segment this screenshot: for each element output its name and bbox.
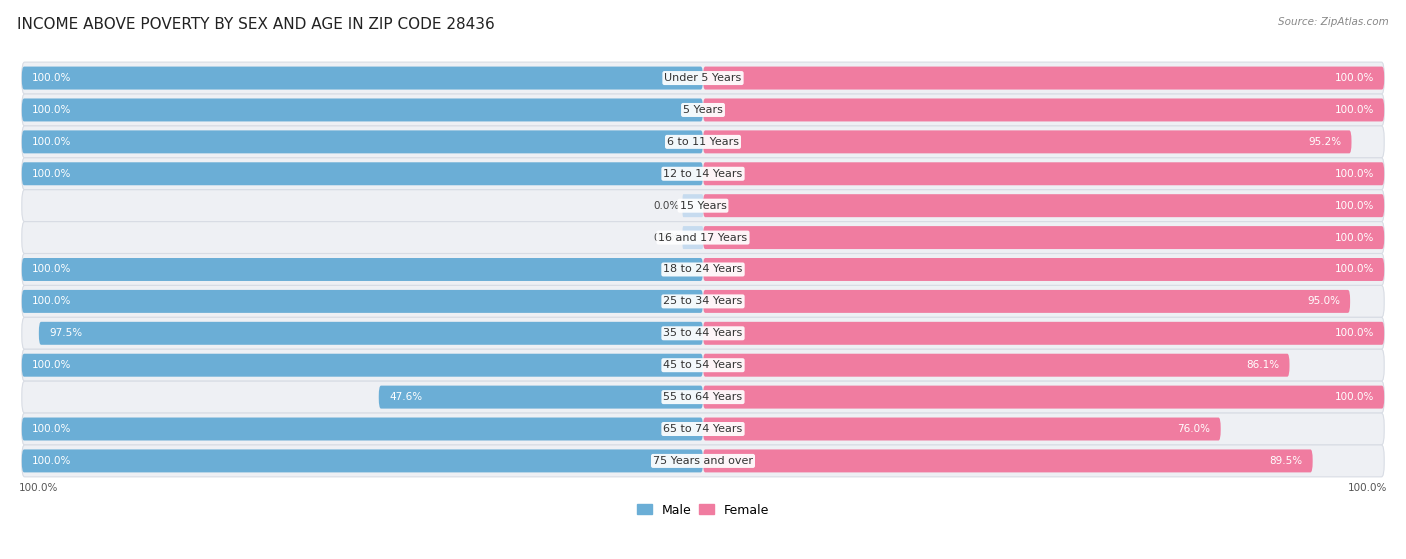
Text: 45 to 54 Years: 45 to 54 Years <box>664 360 742 370</box>
Text: 55 to 64 Years: 55 to 64 Years <box>664 392 742 402</box>
FancyBboxPatch shape <box>22 449 703 472</box>
FancyBboxPatch shape <box>703 67 1384 89</box>
FancyBboxPatch shape <box>703 226 1384 249</box>
Text: 95.2%: 95.2% <box>1308 137 1341 147</box>
FancyBboxPatch shape <box>22 318 1384 349</box>
Text: 47.6%: 47.6% <box>389 392 422 402</box>
FancyBboxPatch shape <box>703 418 1220 440</box>
Text: 100.0%: 100.0% <box>1334 169 1374 179</box>
FancyBboxPatch shape <box>22 381 1384 413</box>
FancyBboxPatch shape <box>22 418 703 440</box>
FancyBboxPatch shape <box>22 67 703 89</box>
Text: 100.0%: 100.0% <box>1334 201 1374 211</box>
FancyBboxPatch shape <box>22 290 703 313</box>
Text: 100.0%: 100.0% <box>1334 264 1374 274</box>
Text: 89.5%: 89.5% <box>1270 456 1302 466</box>
FancyBboxPatch shape <box>378 386 703 409</box>
FancyBboxPatch shape <box>22 162 703 185</box>
Text: Source: ZipAtlas.com: Source: ZipAtlas.com <box>1278 17 1389 27</box>
Text: 95.0%: 95.0% <box>1308 296 1340 306</box>
Text: 0.0%: 0.0% <box>652 233 679 243</box>
Text: Under 5 Years: Under 5 Years <box>665 73 741 83</box>
FancyBboxPatch shape <box>703 98 1384 121</box>
FancyBboxPatch shape <box>703 194 1384 217</box>
FancyBboxPatch shape <box>703 258 1384 281</box>
FancyBboxPatch shape <box>22 258 703 281</box>
Text: 100.0%: 100.0% <box>1334 392 1374 402</box>
Text: 35 to 44 Years: 35 to 44 Years <box>664 328 742 338</box>
Text: 65 to 74 Years: 65 to 74 Years <box>664 424 742 434</box>
FancyBboxPatch shape <box>22 413 1384 445</box>
FancyBboxPatch shape <box>703 449 1313 472</box>
FancyBboxPatch shape <box>22 62 1384 94</box>
Text: 16 and 17 Years: 16 and 17 Years <box>658 233 748 243</box>
FancyBboxPatch shape <box>22 254 1384 286</box>
FancyBboxPatch shape <box>22 158 1384 190</box>
Text: 100.0%: 100.0% <box>1334 328 1374 338</box>
Text: 97.5%: 97.5% <box>49 328 82 338</box>
FancyBboxPatch shape <box>22 94 1384 126</box>
FancyBboxPatch shape <box>22 349 1384 381</box>
FancyBboxPatch shape <box>22 445 1384 477</box>
FancyBboxPatch shape <box>22 98 703 121</box>
Text: 5 Years: 5 Years <box>683 105 723 115</box>
Text: 100.0%: 100.0% <box>18 482 58 492</box>
FancyBboxPatch shape <box>703 322 1384 345</box>
Text: 100.0%: 100.0% <box>32 264 72 274</box>
Text: 100.0%: 100.0% <box>32 105 72 115</box>
Text: 86.1%: 86.1% <box>1246 360 1279 370</box>
Text: 25 to 34 Years: 25 to 34 Years <box>664 296 742 306</box>
Text: 18 to 24 Years: 18 to 24 Years <box>664 264 742 274</box>
Text: 6 to 11 Years: 6 to 11 Years <box>666 137 740 147</box>
Text: INCOME ABOVE POVERTY BY SEX AND AGE IN ZIP CODE 28436: INCOME ABOVE POVERTY BY SEX AND AGE IN Z… <box>17 17 495 32</box>
FancyBboxPatch shape <box>22 126 1384 158</box>
Text: 100.0%: 100.0% <box>32 73 72 83</box>
Text: 75 Years and over: 75 Years and over <box>652 456 754 466</box>
FancyBboxPatch shape <box>22 130 703 153</box>
Text: 76.0%: 76.0% <box>1177 424 1211 434</box>
FancyBboxPatch shape <box>703 290 1350 313</box>
FancyBboxPatch shape <box>22 286 1384 318</box>
Text: 12 to 14 Years: 12 to 14 Years <box>664 169 742 179</box>
FancyBboxPatch shape <box>703 162 1384 185</box>
Text: 100.0%: 100.0% <box>32 137 72 147</box>
Text: 100.0%: 100.0% <box>32 169 72 179</box>
Text: 15 Years: 15 Years <box>679 201 727 211</box>
FancyBboxPatch shape <box>22 221 1384 254</box>
Legend: Male, Female: Male, Female <box>631 499 775 522</box>
FancyBboxPatch shape <box>703 386 1384 409</box>
Text: 100.0%: 100.0% <box>32 456 72 466</box>
Text: 100.0%: 100.0% <box>1348 482 1388 492</box>
Text: 100.0%: 100.0% <box>32 296 72 306</box>
FancyBboxPatch shape <box>22 190 1384 221</box>
Text: 100.0%: 100.0% <box>1334 105 1374 115</box>
Text: 100.0%: 100.0% <box>32 360 72 370</box>
FancyBboxPatch shape <box>22 354 703 377</box>
FancyBboxPatch shape <box>39 322 703 345</box>
FancyBboxPatch shape <box>682 226 703 249</box>
FancyBboxPatch shape <box>703 354 1289 377</box>
Text: 100.0%: 100.0% <box>32 424 72 434</box>
Text: 0.0%: 0.0% <box>652 201 679 211</box>
Text: 100.0%: 100.0% <box>1334 233 1374 243</box>
FancyBboxPatch shape <box>682 194 703 217</box>
FancyBboxPatch shape <box>703 130 1351 153</box>
Text: 100.0%: 100.0% <box>1334 73 1374 83</box>
